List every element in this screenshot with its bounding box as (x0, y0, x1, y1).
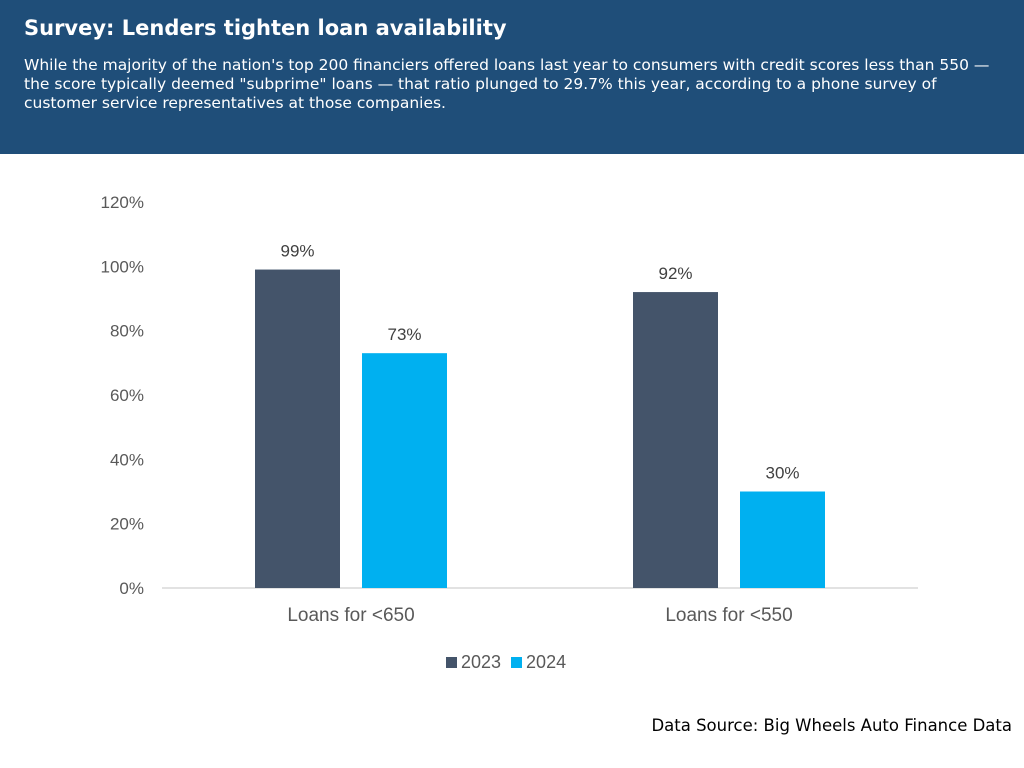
chart-legend: 2023 2024 (446, 652, 566, 672)
legend-swatch-2023 (446, 656, 457, 668)
bar-2024-0 (362, 353, 447, 588)
data-label-2024-0: 73% (387, 325, 421, 344)
page-subtitle: While the majority of the nation's top 2… (24, 56, 990, 112)
data-label-2024-1: 30% (765, 464, 799, 483)
header-banner: Survey: Lenders tighten loan availabilit… (0, 0, 1024, 154)
legend-item-2023: 2023 (446, 652, 501, 673)
y-tick-label: 80% (110, 322, 144, 341)
legend-label-2024: 2024 (526, 651, 567, 672)
x-category-label: Loans for <550 (665, 605, 792, 626)
legend-label-2023: 2023 (461, 651, 502, 672)
y-tick-label: 20% (110, 515, 144, 534)
data-label-2023-1: 92% (658, 264, 692, 283)
y-tick-label: 100% (101, 257, 144, 276)
bar-2024-1 (740, 491, 825, 588)
x-category-label: Loans for <650 (287, 605, 414, 626)
chart-svg: 0% 20% 40% 60% 80% 100% 120% 99% 73% Loans for <6… (101, 193, 918, 626)
bar-chart: 0% 20% 40% 60% 80% 100% 120% 99% 73% Loans for <6… (0, 154, 1024, 694)
bar-2023-1 (633, 292, 718, 588)
bar-2023-0 (255, 269, 340, 588)
y-tick-label: 0% (119, 579, 144, 598)
y-tick-label: 120% (101, 193, 144, 212)
legend-item-2024: 2024 (511, 652, 566, 673)
page-title: Survey: Lenders tighten loan availabilit… (24, 16, 507, 40)
data-source: Data Source: Big Wheels Auto Finance Dat… (651, 716, 1012, 735)
y-tick-label: 60% (110, 386, 144, 405)
data-label-2023-0: 99% (280, 242, 314, 261)
legend-swatch-2024 (511, 656, 523, 668)
y-tick-label: 40% (110, 450, 144, 469)
